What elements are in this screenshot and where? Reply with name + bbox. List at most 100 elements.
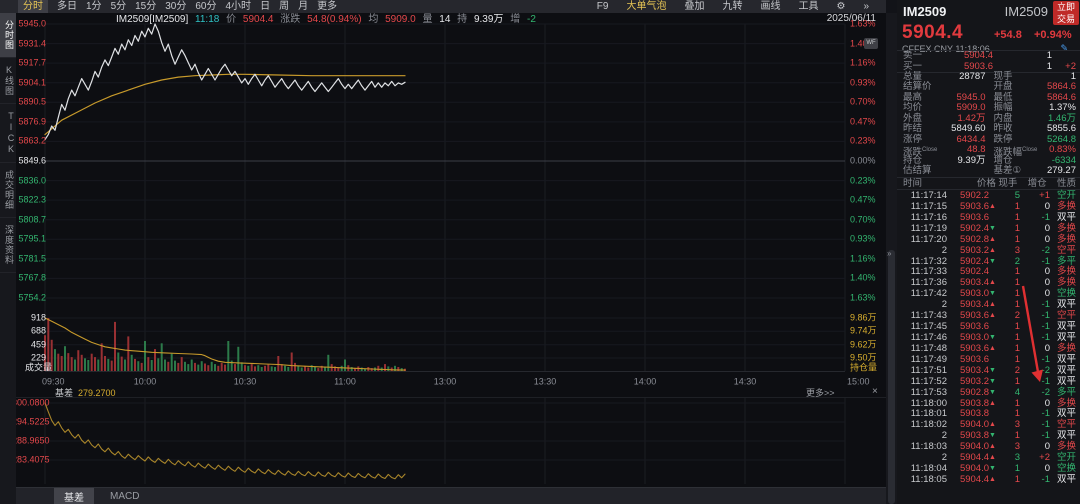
quote-value: 5909.0 [956,102,986,114]
tick-oi-change: -2 [1041,244,1050,256]
tick-row[interactable]: 2 5904.4 ▲ 3 +2 空开 [897,452,1080,464]
quote-pair-right: 内盘 1.46万 [993,112,1077,124]
tick-row[interactable]: 11:17:46 5903.0 ▼ 1 -1 双平 [897,331,1080,344]
panel-collapse-handle[interactable]: » [887,249,892,258]
tick-row[interactable]: 11:18:03 5904.0 ▲ 3 0 多换 [897,441,1080,453]
tick-row[interactable]: 11:17:51 5903.4 ▼ 2 -2 双平 [897,365,1080,377]
tick-row[interactable]: 11:18:05 5904.4 ▲ 1 -1 双平 [897,474,1080,486]
trade-now-button[interactable]: 立即交易 [1053,1,1079,25]
volume-bar [200,361,203,371]
volume-bar [360,367,363,371]
quote-pair-left: 涨跌Close 48.8 [903,144,986,158]
tick-row[interactable]: 11:18:02 5904.0 ▲ 3 -1 空平 [897,419,1080,431]
indicator-tab-1[interactable]: MACD [110,490,140,502]
tick-row[interactable]: 11:18:01 5903.8 1 -1 双平 [897,409,1080,420]
gear-icon[interactable]: ⚙ [836,1,846,12]
indicator-tabs: 基差 MACD [16,487,886,504]
tick-price: 5902.2 [959,190,989,201]
period-tab-3[interactable]: 5分 [110,1,127,12]
tick-row[interactable]: 2 5903.4 ▲ 1 -1 双平 [897,299,1080,311]
tick-price: 5903.6 [959,200,989,212]
sidebar-tab-1[interactable]: K线图 [0,58,16,104]
tick-direction-icon: ▲ [989,202,996,210]
quote-row: 均价 5909.0 振幅 1.37% [897,102,1080,114]
indicator-tab-0[interactable]: 基差 [54,487,94,504]
tick-row[interactable]: 11:18:00 5903.8 ▲ 1 0 多换 [897,398,1080,410]
period-tab-6[interactable]: 60分 [195,1,217,12]
tick-row[interactable]: 11:17:45 5903.6 1 -1 双平 [897,321,1080,333]
tick-price: 5903.6 [959,321,989,333]
volume-bar [164,359,166,371]
tick-row[interactable]: 11:17:33 5902.4 1 0 多换 [897,267,1080,278]
tool-item-0[interactable]: F9 [596,1,609,12]
tick-time: 11:17:53 [910,386,947,398]
tick-time: 11:17:36 [910,277,947,289]
tool-item-3[interactable]: 九转 [722,1,743,12]
tick-row[interactable]: 11:17:15 5903.6 ▲ 1 0 多换 [897,200,1080,213]
volume-bar [294,362,296,371]
tick-nature: 双平 [1056,331,1076,343]
scrollbar-thumb[interactable] [888,250,895,504]
tick-row[interactable]: 2 5903.8 ▼ 1 -1 双平 [897,430,1080,442]
tick-row[interactable]: 11:17:42 5903.0 ▼ 1 0 空换 [897,288,1080,300]
tick-time: 11:18:04 [910,463,947,475]
tick-price: 5902.8 [959,233,989,245]
tick-time: 2 [941,430,947,442]
tick-row[interactable]: 11:17:48 5903.6 ▲ 1 0 多换 [897,342,1080,355]
tool-item-4[interactable]: 画线 [760,1,781,12]
sidebar-tab-0[interactable]: 分时图 [0,13,16,58]
tick-row[interactable]: 11:17:14 5902.2 5 +1 空开 [897,190,1080,202]
tick-table-header: 时间 价格 现手 增仓 性质 [897,177,1080,190]
tool-item-2[interactable]: 叠加 [684,1,705,12]
tick-row[interactable]: 11:17:52 5903.2 ▼ 1 -1 双平 [897,376,1080,388]
tick-lot: 3 [1014,441,1020,453]
tool-item-5[interactable]: 工具 [798,1,819,12]
quote-label: 内盘 [993,112,1013,124]
tick-row[interactable]: 11:18:04 5904.0 ▼ 1 0 空换 [897,463,1080,475]
quote-value: -6334 [1051,154,1076,166]
volume-bar [340,365,343,371]
period-tab-2[interactable]: 1分 [86,1,102,12]
sidebar-tab-3[interactable]: 成交明细 [0,163,16,218]
tick-row[interactable]: 11:17:20 5902.8 ▲ 1 0 多换 [897,233,1080,246]
tick-row[interactable]: 11:17:16 5903.6 1 -1 双平 [897,212,1080,224]
ask-label: 卖一 [903,50,923,61]
period-tab-7[interactable]: 4小时 [225,1,252,12]
sidebar-tab-2[interactable]: TICK [0,104,16,163]
volume-bar [230,360,233,371]
volume-bar [44,335,46,371]
tick-row[interactable]: 11:17:49 5903.6 1 -1 双平 [897,354,1080,366]
volume-bar [277,356,280,371]
period-tab-9[interactable]: 周 [279,1,290,12]
tick-row[interactable]: 2 5903.2 ▲ 3 -2 空平 [897,244,1080,257]
period-tab-4[interactable]: 15分 [135,1,157,12]
tick-oi-change: 0 [1044,342,1050,354]
period-tab-10[interactable]: 月 [298,1,309,12]
period-tab-11[interactable]: 更多 [317,1,338,12]
basis-panel-close-icon[interactable]: × [872,386,878,397]
edit-icon[interactable]: ✎ [1060,43,1068,53]
period-tab-8[interactable]: 日 [260,1,271,12]
tool-item-1[interactable]: 大单气泡 [626,1,667,12]
tick-direction-icon: ▲ [989,443,996,451]
tick-oi-change: 0 [1044,277,1050,289]
volume-bar [300,367,303,371]
tick-row[interactable]: 11:17:19 5902.4 ▼ 1 0 多换 [897,223,1080,235]
period-tab-0[interactable]: 分时 [18,0,48,13]
volume-bar [94,357,96,371]
volume-bar [247,365,250,371]
sidebar-tab-4[interactable]: 深度资料 [0,218,16,273]
chevron-right-icon[interactable]: » [863,1,869,12]
quote-pair-left: 昨结 5849.60 [903,123,986,134]
watermark-icon: WF [864,38,878,49]
volume-bar [120,356,123,371]
basis-more-link[interactable]: 更多>> [806,388,835,398]
period-tab-1[interactable]: 多日 [57,1,77,12]
tick-row[interactable]: 11:17:53 5902.8 ▼ 4 -2 多平 [897,386,1080,399]
period-tab-5[interactable]: 30分 [165,1,187,12]
volume-bar [310,365,313,371]
tick-row[interactable]: 11:17:43 5903.6 ▲ 2 -1 空平 [897,310,1080,322]
tick-row[interactable]: 11:17:36 5903.4 ▲ 1 0 多换 [897,277,1080,289]
tick-row[interactable]: 11:17:32 5902.4 ▼ 2 -1 多平 [897,256,1080,268]
